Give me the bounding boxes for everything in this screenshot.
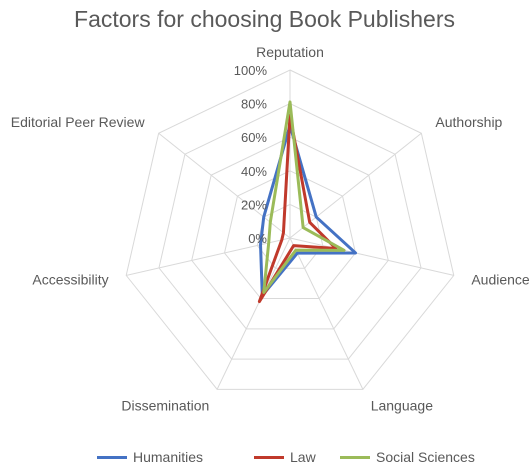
legend-swatch-humanities — [97, 455, 127, 459]
chart-legend: Humanities Law Social Sciences — [0, 446, 529, 468]
grid-ring — [191, 136, 389, 330]
axis-label-editorial-peer-review: Editorial Peer Review — [11, 114, 146, 130]
axis-label-audience: Audience — [471, 271, 529, 287]
grid-spoke — [126, 237, 291, 276]
grid-spoke — [158, 132, 291, 239]
legend-label-law: Law — [290, 449, 316, 465]
axis-label-accessibility: Accessibility — [32, 271, 108, 287]
tick-label: 0% — [248, 231, 267, 246]
grid-spoke — [289, 132, 422, 239]
tick-label: 80% — [241, 97, 267, 112]
tick-label: 40% — [241, 164, 267, 179]
tick-label: 100% — [234, 63, 268, 78]
axis-label-language: Language — [371, 398, 434, 414]
grid-ring — [158, 103, 422, 360]
radar-chart: 0% 20% 40% 60% 80% 100% Reputation Authorship Au… — [11, 44, 529, 414]
legend-item-law: Law — [254, 446, 316, 468]
series-line-social-sciences — [262, 100, 346, 294]
legend-item-humanities: Humanities — [97, 446, 203, 468]
tick-label: 20% — [241, 197, 267, 212]
legend-item-social-sciences: Social Sciences — [340, 446, 475, 468]
tick-label: 60% — [241, 130, 267, 145]
legend-swatch-social-sciences — [340, 455, 370, 459]
grid-spoke — [289, 237, 364, 390]
legend-swatch-law — [254, 455, 284, 459]
grid-spoke — [216, 237, 291, 390]
legend-label-social-sciences: Social Sciences — [376, 449, 475, 465]
grid-ring — [223, 170, 357, 300]
chart-title: Factors for choosing Book Publishers — [74, 6, 455, 32]
axis-label-reputation: Reputation — [256, 44, 324, 60]
legend-label-humanities: Humanities — [133, 449, 204, 465]
grid-spoke — [289, 237, 454, 276]
axis-label-authorship: Authorship — [435, 114, 502, 130]
grid-ring — [125, 69, 455, 390]
series-line-humanities — [259, 123, 358, 298]
axis-label-dissemination: Dissemination — [121, 398, 209, 414]
